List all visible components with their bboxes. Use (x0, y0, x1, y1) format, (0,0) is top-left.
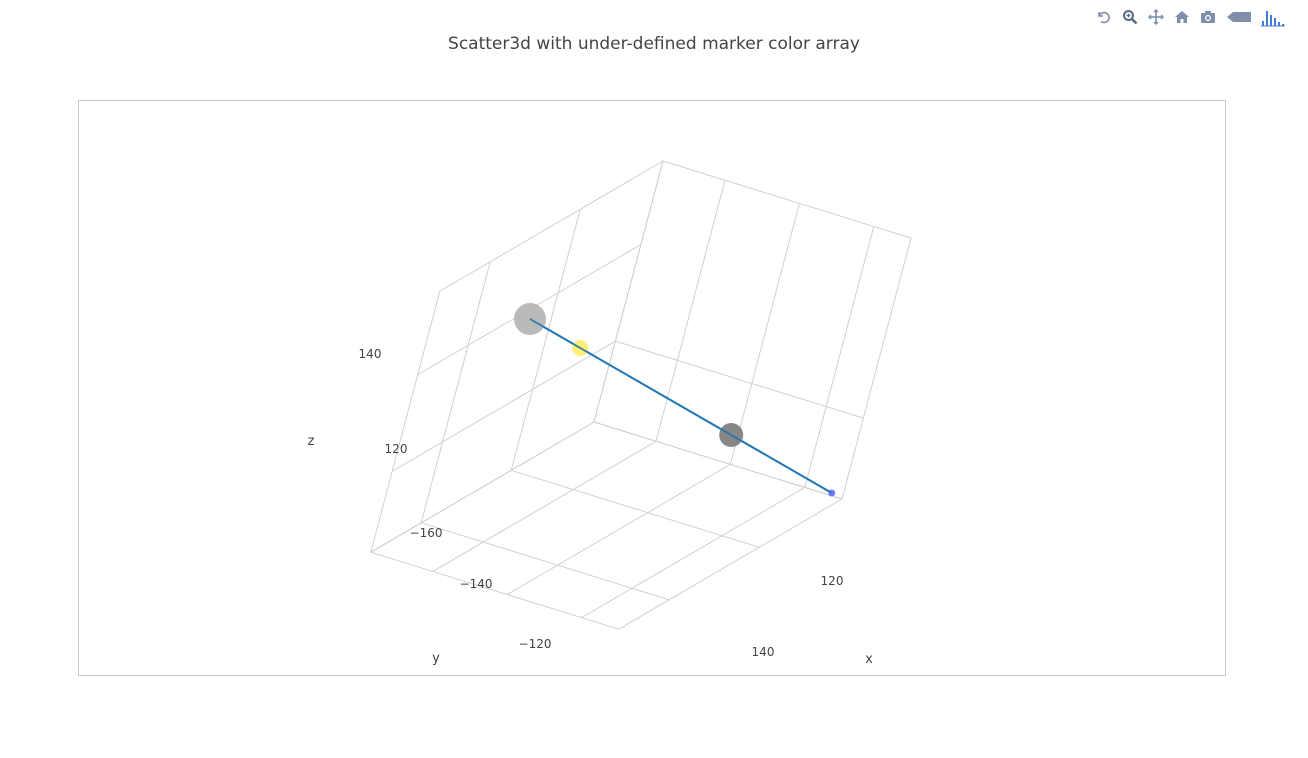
back-wall-vline-4 (841, 237, 912, 500)
floor-yline-3 (581, 487, 806, 619)
plotly-logo-icon[interactable] (1258, 6, 1288, 28)
pan-icon[interactable] (1144, 6, 1168, 28)
z-tick-label: 120 (385, 442, 408, 456)
camera-icon[interactable] (1196, 6, 1220, 28)
floor-xline-3 (370, 551, 619, 630)
floor-yline-4 (618, 498, 843, 630)
left-wall-vline-2 (420, 261, 491, 523)
x-tick-label: 120 (821, 574, 844, 588)
x-tick-label: 140 (752, 645, 775, 659)
back-wall-vline-1 (655, 180, 726, 442)
floor-xline-1 (511, 469, 760, 548)
modebar (1092, 6, 1288, 28)
left-wall-vline-3 (370, 291, 441, 553)
back-wall-hline-2 (662, 160, 912, 239)
trace-line-overlay (529, 318, 833, 494)
floor-yline-0 (370, 421, 595, 553)
floor-xline-0 (593, 421, 843, 500)
z-axis-title: z (308, 434, 315, 449)
scene-frame[interactable] (78, 100, 1226, 676)
back-wall-hline-1 (615, 340, 864, 419)
home-icon[interactable] (1170, 6, 1194, 28)
left-wall-hline-3 (439, 160, 664, 292)
trace (514, 303, 836, 497)
z-tick-label: 140 (359, 347, 382, 361)
floor-xline-2 (421, 522, 670, 601)
back-wall-vline-3 (804, 226, 875, 488)
tag-icon[interactable] (1222, 6, 1256, 28)
left-wall-vline-0 (593, 160, 664, 423)
floor-yline-1 (432, 440, 657, 572)
chart-title: Scatter3d with under-defined marker colo… (448, 34, 860, 54)
left-wall-hline-1 (391, 340, 616, 472)
tick-labels: 120 140 −160 −140 −120 120 140 (359, 347, 844, 659)
reset-camera-icon[interactable] (1092, 6, 1116, 28)
y-tick-label: −160 (410, 526, 443, 540)
y-tick-label: −140 (460, 577, 493, 591)
floor-yline-2 (506, 463, 731, 595)
grid-lines (370, 160, 912, 630)
y-tick-label: −120 (519, 637, 552, 651)
zoom-icon[interactable] (1118, 6, 1142, 28)
back-wall-vline-2 (729, 203, 800, 465)
y-axis-title: y (432, 651, 440, 666)
x-axis-title: x (865, 652, 873, 667)
left-wall-vline-1 (510, 209, 581, 471)
axis-titles: x y z (308, 434, 874, 667)
